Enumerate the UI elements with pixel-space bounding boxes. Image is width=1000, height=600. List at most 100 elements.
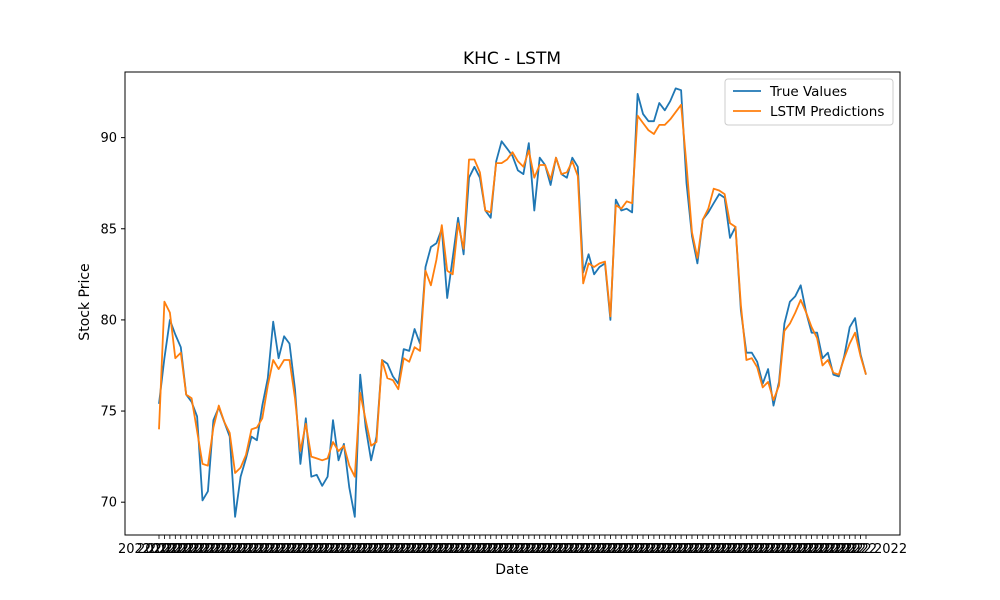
x-tick-label: 2022 [583,542,616,557]
x-tick-label: 2022 [681,542,714,557]
x-tick-label: 2022 [708,542,741,557]
x-tick-label: 2022 [186,542,219,557]
x-tick-label: 2022 [403,542,436,557]
x-tick-label-first: 2022 [118,542,151,557]
x-tick-label: 2022 [512,542,545,557]
x-tick-label: 2022 [284,542,317,557]
x-tick-label: 2022 [191,542,224,557]
x-tick-label: 2022 [289,542,322,557]
x-tick-label: 2022 [811,542,844,557]
x-tick-label: 2022 [724,542,757,557]
x-tick-label: 2022 [648,542,681,557]
x-tick-label: 2022 [235,542,268,557]
x-tick-label: 2022 [240,542,273,557]
x-tick-label-last: 2022 [874,542,907,557]
x-tick-label: 2022 [197,542,230,557]
x-tick-label: 2022 [491,542,524,557]
x-tick-label: 2022 [659,542,692,557]
x-tick-label: 2022 [686,542,719,557]
x-tick-label: 2022 [273,542,306,557]
x-tick-label: 2022 [828,542,861,557]
x-tick-label: 2022 [333,542,366,557]
x-tick-label: 2022 [159,542,192,557]
x-tick-label: 2022 [306,542,339,557]
x-tick-label: 2022 [387,542,420,557]
x-tick-label: 2022 [142,542,175,557]
x-tick-label: 2022 [665,542,698,557]
x-tick-label: 2022 [474,542,507,557]
legend-box [724,78,894,126]
x-tick-label: 2022 [153,542,186,557]
x-tick-label: 2022 [605,542,638,557]
x-tick-label: 2022 [360,542,393,557]
x-tick-label: 2022 [567,542,600,557]
x-tick-labels: 2022202220222022202220222022202220222022… [137,542,877,557]
x-tick-label: 2022 [844,542,877,557]
x-tick-label: 2022 [692,542,725,557]
x-tick-label: 2022 [654,542,687,557]
legend: True Values LSTM Predictions [724,78,894,126]
x-tick-label: 2022 [480,542,513,557]
x-tick-label: 2022 [795,542,828,557]
x-tick-label: 2022 [507,542,540,557]
x-tick-label: 2022 [469,542,502,557]
x-tick-label: 2022 [534,542,567,557]
chart-title: KHC - LSTM [463,49,561,69]
y-tick-label: 85 [100,222,117,237]
x-tick-label: 2022 [610,542,643,557]
x-tick-label: 2022 [458,542,491,557]
x-tick-label: 2022 [675,542,708,557]
x-tick-label: 2022 [588,542,621,557]
x-tick-label: 2022 [643,542,676,557]
x-tick-label: 2022 [621,542,654,557]
x-tick-label: 2022 [713,542,746,557]
x-tick-label: 2022 [752,542,785,557]
x-tick-label: 2022 [550,542,583,557]
x-tick-label: 2022 [632,542,665,557]
x-tick-label: 2022 [572,542,605,557]
x-tick-label: 2022 [518,542,551,557]
x-tick-label: 2022 [278,542,311,557]
x-tick-label: 2022 [344,542,377,557]
y-tick-label: 90 [100,131,117,146]
x-tick-label: 2022 [262,542,295,557]
x-tick-label: 2022 [578,542,611,557]
x-tick-label: 2022 [599,542,632,557]
x-tick-label: 2022 [202,542,235,557]
x-tick-label: 2022 [219,542,252,557]
x-tick-label: 2022 [556,542,589,557]
x-tick-label: 2022 [616,542,649,557]
x-tick-label: 2022 [670,542,703,557]
x-tick-label: 2022 [779,542,812,557]
legend-label-2: LSTM Predictions [770,104,884,120]
x-tick-label: 2022 [485,542,518,557]
x-tick-label: 2022 [447,542,480,557]
series-line-1 [158,87,867,518]
x-tick-label: 2022 [257,542,290,557]
x-tick-label: 2022 [409,542,442,557]
x-tick-label: 2022 [365,542,398,557]
x-tick-label: 2022 [452,542,485,557]
x-tick-label: 2022 [355,542,388,557]
x-tick-label: 2022 [746,542,779,557]
x-tick-label: 2022 [501,542,534,557]
x-tick-label: 2022 [311,542,344,557]
y-tick-label: 80 [100,313,117,328]
x-tick-label: 2022 [148,542,181,557]
x-tick-label: 2022 [784,542,817,557]
x-tick-label: 2022 [224,542,257,557]
x-tick-label: 2022 [300,542,333,557]
x-tick-label: 2022 [719,542,752,557]
x-tick-label: 2022 [762,542,795,557]
x-tick-label: 2022 [800,542,833,557]
x-tick-label: 2022 [594,542,627,557]
x-tick-label: 2022 [496,542,529,557]
x-tick-label: 2022 [436,542,469,557]
x-tick-label: 2022 [741,542,774,557]
x-tick-label: 2022 [790,542,823,557]
x-tick-label: 2022 [442,542,475,557]
x-tick-label: 2022 [545,542,578,557]
x-tick-label: 2022 [371,542,404,557]
plot-area: 7075808590202220222022202220222022202220… [100,71,907,557]
